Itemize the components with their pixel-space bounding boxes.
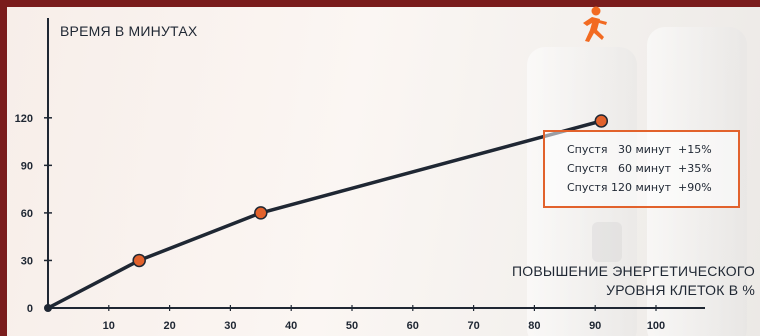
data-point bbox=[594, 114, 609, 128]
y-tick-label: 60 bbox=[21, 208, 33, 220]
y-tick-label: 30 bbox=[21, 255, 33, 267]
y-axis-title: ВРЕМЯ В МИНУТАХ bbox=[60, 23, 198, 39]
x-tick-label: 40 bbox=[285, 320, 297, 332]
x-axis-title-line-1: ПОВЫШЕНИЕ ЭНЕРГЕТИЧЕСКОГО bbox=[512, 263, 755, 279]
running-person-icon bbox=[583, 6, 607, 42]
series-layer bbox=[44, 114, 609, 312]
y-tick-label: 0 bbox=[27, 303, 33, 315]
x-tick-label: 80 bbox=[528, 320, 540, 332]
x-tick-label: 30 bbox=[224, 320, 236, 332]
x-tick-label: 100 bbox=[647, 320, 665, 332]
legend-line: Спустя 30 минут +15% bbox=[567, 143, 712, 156]
x-axis-title-line-2: УРОВНЯ КЛЕТОК В % bbox=[606, 282, 755, 298]
x-tick-label: 90 bbox=[589, 320, 601, 332]
tick-labels: 0 30 60 90 120 10 20 30 40 50 60 70 80 90 100 bbox=[15, 113, 666, 332]
legend-box: Спустя 30 минут +15% Спустя 60 минут +35… bbox=[543, 130, 740, 208]
x-tick-label: 20 bbox=[163, 320, 175, 332]
background-bottle-cap bbox=[592, 222, 622, 262]
x-tick-label: 60 bbox=[407, 320, 419, 332]
x-tick-label: 70 bbox=[467, 320, 479, 332]
legend-line: Спустя 60 минут +35% bbox=[567, 162, 712, 175]
data-point bbox=[254, 206, 268, 220]
y-tick-label: 120 bbox=[15, 113, 33, 125]
y-tick-label: 90 bbox=[21, 160, 33, 172]
x-tick-label: 50 bbox=[346, 320, 358, 332]
x-tick-label: 10 bbox=[103, 320, 115, 332]
data-point bbox=[132, 253, 146, 268]
legend-line: Спустя 120 минут +90% bbox=[567, 181, 712, 194]
origin-point bbox=[44, 304, 52, 312]
series-line bbox=[46, 119, 604, 310]
